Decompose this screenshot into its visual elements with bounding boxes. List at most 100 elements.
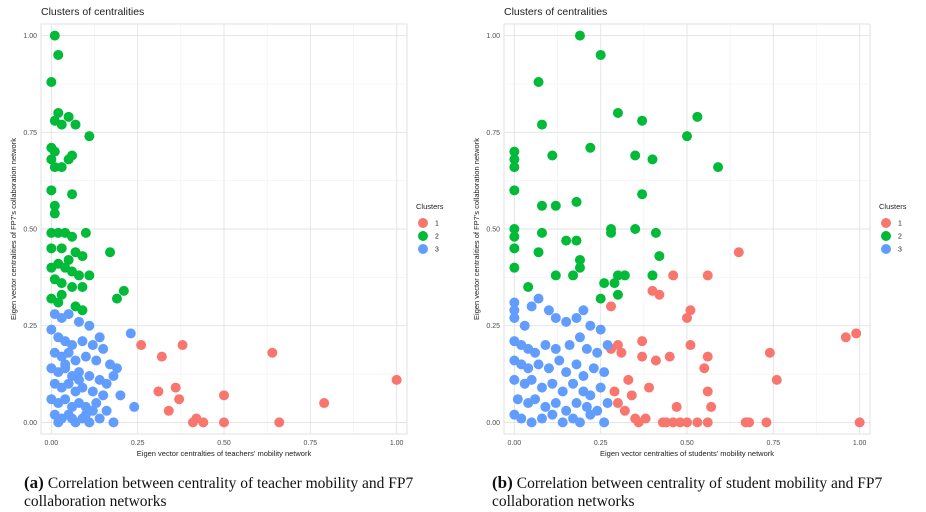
point-cluster-3 [561, 367, 572, 378]
point-cluster-3 [550, 343, 561, 354]
point-cluster-3 [67, 340, 78, 351]
point-cluster-2 [70, 119, 81, 130]
point-cluster-3 [516, 413, 527, 424]
point-cluster-3 [73, 374, 84, 385]
point-cluster-2 [46, 154, 57, 165]
point-cluster-2 [67, 282, 78, 293]
point-cluster-3 [87, 405, 98, 416]
point-cluster-3 [526, 301, 537, 312]
point-cluster-2 [574, 30, 585, 41]
x-tick-label: 0.25 [594, 440, 608, 447]
point-cluster-2 [46, 185, 57, 196]
point-cluster-2 [574, 254, 585, 265]
x-tick-label: 0.75 [304, 440, 318, 447]
point-cluster-2 [509, 146, 520, 157]
x-tick-label: 0.75 [767, 440, 781, 447]
point-cluster-2 [53, 227, 64, 238]
point-cluster-3 [91, 398, 102, 409]
point-cluster-3 [543, 363, 554, 374]
point-cluster-2 [84, 270, 95, 281]
point-cluster-2 [118, 285, 129, 296]
y-tick-label: 0.75 [486, 130, 500, 137]
point-cluster-2 [713, 162, 724, 173]
point-cluster-3 [533, 359, 544, 370]
point-cluster-3 [80, 351, 91, 362]
point-cluster-3 [588, 363, 599, 374]
caption-b: (b) Correlation between centrality of stu… [492, 474, 926, 511]
point-cluster-1 [274, 417, 285, 428]
y-tick-label: 0.50 [486, 227, 500, 234]
point-cluster-3 [581, 343, 592, 354]
point-cluster-1 [219, 417, 229, 428]
point-cluster-3 [547, 409, 558, 420]
legend-label: 3 [435, 247, 439, 254]
point-cluster-2 [599, 278, 610, 289]
point-cluster-1 [671, 401, 682, 412]
point-cluster-3 [543, 305, 554, 316]
point-cluster-1 [319, 398, 330, 409]
point-cluster-2 [561, 235, 572, 246]
point-cluster-1 [136, 340, 147, 351]
point-cluster-3 [87, 386, 98, 397]
point-cluster-3 [63, 378, 74, 389]
point-cluster-1 [609, 386, 620, 397]
point-cluster-3 [550, 312, 561, 323]
point-cluster-2 [595, 293, 606, 304]
point-cluster-3 [519, 320, 530, 331]
point-cluster-1 [174, 394, 185, 405]
point-cluster-1 [156, 351, 167, 362]
point-cluster-3 [509, 374, 520, 385]
point-cluster-3 [509, 297, 520, 308]
point-cluster-2 [612, 270, 623, 281]
x-tick-label: 0.50 [217, 440, 231, 447]
point-cluster-2 [56, 278, 67, 289]
point-cluster-3 [557, 386, 568, 397]
point-cluster-2 [509, 162, 520, 173]
point-cluster-1 [668, 270, 679, 281]
point-cluster-2 [509, 262, 520, 273]
point-cluster-3 [581, 401, 592, 412]
point-cluster-2 [550, 270, 561, 281]
point-cluster-3 [98, 390, 109, 401]
point-cluster-2 [536, 200, 547, 211]
x-tick-label: 0.00 [45, 440, 59, 447]
point-cluster-2 [571, 196, 582, 207]
point-cluster-2 [630, 224, 641, 234]
point-cluster-2 [630, 150, 641, 161]
legend-title: Clusters [416, 202, 444, 211]
point-cluster-2 [53, 107, 64, 118]
chart-title: Clusters of centralities [41, 6, 144, 18]
point-cluster-2 [595, 49, 606, 60]
point-cluster-3 [523, 363, 534, 374]
point-cluster-1 [664, 351, 675, 362]
y-tick-label: 0.00 [486, 420, 500, 427]
point-cluster-3 [574, 417, 585, 428]
point-cluster-2 [67, 231, 78, 242]
legend-title: Clusters [879, 202, 907, 211]
point-cluster-3 [509, 312, 520, 323]
y-tick-label: 0.25 [23, 323, 37, 330]
point-cluster-2 [80, 227, 91, 238]
point-cluster-2 [105, 247, 116, 258]
legend-key-2 [418, 231, 428, 241]
point-cluster-3 [578, 370, 589, 381]
x-tick-label: 1.00 [390, 440, 404, 447]
point-cluster-1 [391, 374, 402, 385]
point-cluster-3 [602, 340, 613, 351]
point-cluster-3 [530, 394, 541, 405]
point-cluster-1 [644, 382, 655, 393]
point-cluster-2 [523, 282, 534, 293]
legend-label: 1 [898, 221, 902, 228]
point-cluster-1 [198, 417, 209, 428]
point-cluster-1 [685, 340, 696, 351]
legend-key-1 [881, 218, 891, 228]
point-cluster-2 [67, 189, 78, 200]
point-cluster-3 [554, 355, 565, 366]
point-cluster-2 [609, 278, 620, 289]
point-cluster-2 [67, 150, 78, 161]
point-cluster-1 [612, 398, 623, 409]
point-cluster-1 [619, 405, 630, 416]
point-cluster-2 [682, 131, 692, 142]
point-cluster-2 [53, 49, 64, 60]
point-cluster-3 [571, 398, 582, 409]
